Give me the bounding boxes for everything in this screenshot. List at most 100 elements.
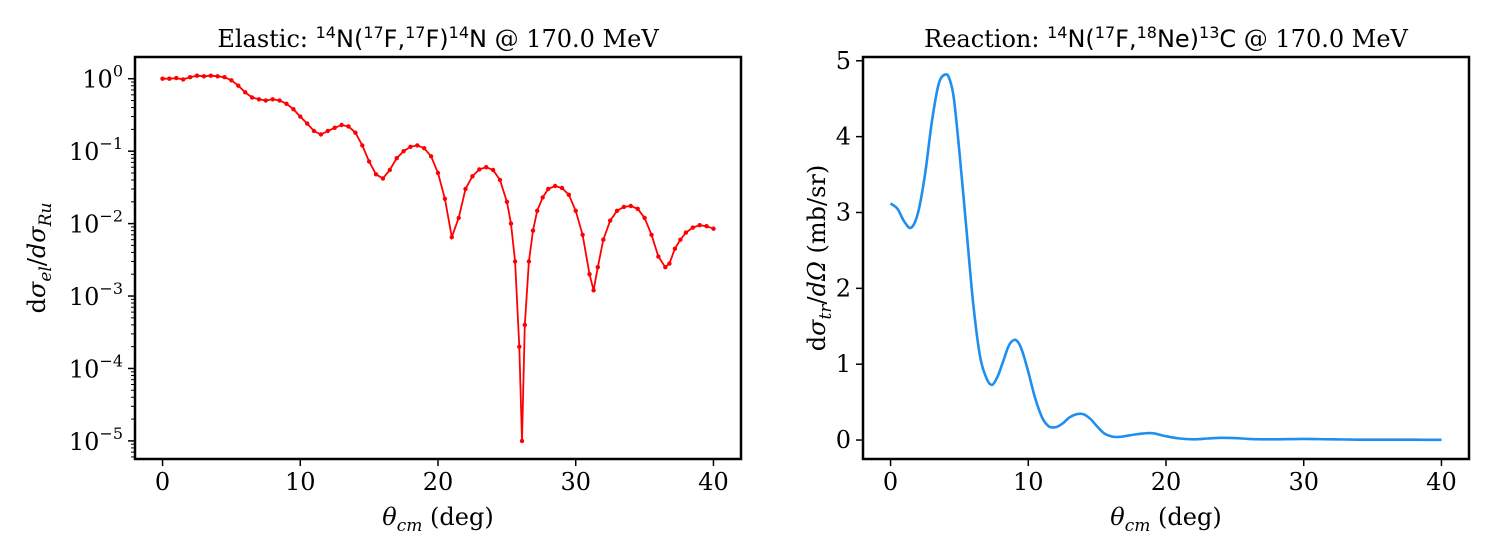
y-tick-label: 10−1 — [69, 134, 123, 166]
elastic-data-point — [508, 221, 514, 226]
x-tick-label: 0 — [155, 468, 170, 496]
elastic-data-point — [174, 75, 179, 81]
elastic-data-point — [595, 265, 600, 270]
elastic-data-point — [566, 192, 571, 197]
x-tick-label: 20 — [1151, 468, 1182, 496]
elastic-data-point — [167, 76, 172, 81]
elastic-data-point — [490, 167, 496, 173]
y-tick-label: 1 — [836, 350, 851, 378]
elastic-data-point — [649, 232, 654, 237]
elastic-data-point — [229, 78, 234, 83]
reaction-x-axis-label: θcm (deg) — [1110, 503, 1221, 536]
elastic-data-point — [353, 130, 358, 135]
elastic-data-point — [305, 121, 310, 126]
elastic-data-point — [552, 183, 558, 189]
elastic-data-point — [270, 97, 275, 102]
elastic-axes-frame — [133, 55, 743, 461]
elastic-data-point — [683, 230, 689, 235]
elastic-data-point — [519, 438, 525, 444]
elastic-panel: Elastic: 14N(17F,17F)14N @ 170.0 MeV 0 10… — [23, 23, 743, 536]
elastic-data-point — [711, 226, 716, 231]
elastic-data-point — [530, 228, 536, 233]
elastic-data-point — [512, 259, 518, 264]
elastic-data-point — [477, 167, 482, 172]
elastic-y-axis-label: dσel/dσRu — [23, 203, 56, 314]
elastic-data-point — [435, 170, 441, 176]
elastic-data-point — [339, 122, 344, 128]
elastic-x-axis-label: θcm (deg) — [382, 503, 493, 536]
elastic-data-point — [456, 215, 461, 221]
elastic-data-point — [194, 73, 200, 78]
y-tick-label: 10−5 — [69, 424, 123, 456]
elastic-data-point — [181, 77, 186, 82]
y-tick-label: 100 — [82, 62, 123, 94]
elastic-data-point — [160, 76, 165, 81]
elastic-data-point — [215, 74, 220, 79]
elastic-data-point — [697, 223, 702, 228]
elastic-data-point — [621, 204, 627, 210]
elastic-ticks: 0 10 20 30 40 100 10−1 10−2 10−3 10−4 10−5 — [69, 62, 729, 496]
reaction-series-line — [889, 73, 1442, 442]
elastic-data-point — [463, 186, 468, 192]
y-tick-label: 10−3 — [69, 279, 123, 311]
elastic-data-point — [284, 101, 289, 107]
elastic-data-point — [635, 206, 640, 211]
elastic-title: Elastic: 14N(17F,17F)14N @ 170.0 MeV — [217, 23, 659, 53]
elastic-data-point — [663, 265, 668, 270]
elastic-data-point — [380, 176, 386, 181]
elastic-data-point — [187, 75, 193, 80]
elastic-data-point — [256, 97, 262, 102]
elastic-data-point — [484, 165, 489, 170]
reaction-axes-frame — [861, 55, 1471, 461]
y-tick-label: 0 — [836, 426, 851, 454]
elastic-data-point — [580, 232, 585, 237]
elastic-data-point — [387, 167, 392, 173]
elastic-data-point — [628, 203, 633, 209]
elastic-data-point — [587, 272, 592, 277]
elastic-data-point — [373, 172, 379, 177]
reaction-panel: Reaction: 14N(17F,18Ne)13C @ 170.0 MeV 0… — [803, 23, 1471, 536]
elastic-data-point — [346, 124, 351, 129]
y-tick-label: 5 — [836, 47, 851, 75]
elastic-data-point — [332, 125, 337, 130]
elastic-data-point — [573, 208, 578, 213]
elastic-data-point — [422, 146, 427, 151]
elastic-data-point — [497, 177, 503, 183]
elastic-data-point — [678, 237, 683, 242]
elastic-data-point — [366, 159, 372, 164]
reaction-title: Reaction: 14N(17F,18Ne)13C @ 170.0 MeV — [924, 23, 1408, 53]
elastic-data-point — [517, 344, 522, 349]
elastic-data-point — [642, 215, 647, 221]
x-tick-label: 20 — [423, 468, 454, 496]
elastic-data-point — [263, 98, 268, 103]
elastic-data-point — [291, 107, 296, 112]
elastic-data-point — [522, 322, 527, 328]
x-tick-label: 40 — [1426, 468, 1457, 496]
x-tick-label: 40 — [698, 468, 729, 496]
y-tick-label: 4 — [836, 123, 851, 151]
x-tick-label: 0 — [883, 468, 898, 496]
elastic-data-point — [243, 90, 248, 95]
elastic-data-point — [504, 199, 510, 204]
elastic-data-point — [614, 208, 620, 213]
elastic-data-point — [311, 128, 317, 134]
elastic-data-point — [298, 114, 303, 119]
y-tick-label: 10−4 — [69, 351, 123, 383]
elastic-data-point — [656, 254, 661, 259]
elastic-data-point — [408, 144, 413, 149]
elastic-data-point — [249, 95, 255, 100]
elastic-data-point — [360, 143, 365, 148]
elastic-data-point — [201, 74, 207, 79]
elastic-data-point — [236, 83, 241, 88]
elastic-data-point — [546, 186, 551, 192]
elastic-data-point — [208, 73, 213, 78]
elastic-data-point — [526, 259, 532, 264]
y-tick-label: 2 — [836, 274, 851, 302]
elastic-data-point — [449, 234, 454, 240]
reaction-y-axis-label: dσtr/dΩ (mb/sr) — [803, 165, 836, 351]
elastic-data-point — [277, 98, 282, 103]
elastic-data-point — [608, 218, 613, 223]
elastic-data-point — [325, 128, 330, 134]
elastic-data-point — [601, 237, 606, 242]
elastic-data-point — [559, 185, 565, 191]
